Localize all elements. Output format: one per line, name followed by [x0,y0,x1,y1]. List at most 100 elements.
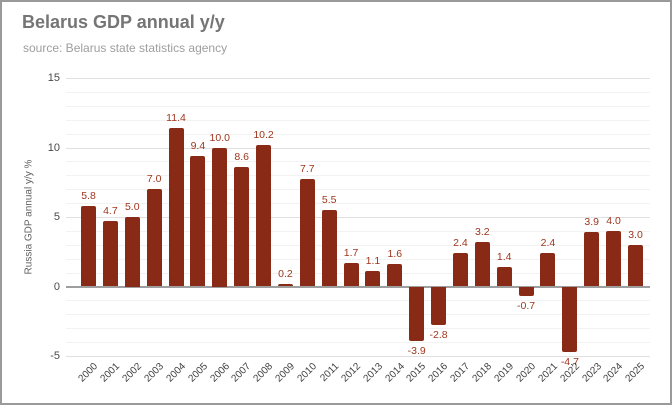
y-tick-label: 15 [47,72,60,84]
x-axis-label-2023: 2023 [580,361,604,385]
x-axis-label-2012: 2012 [339,361,363,385]
bar-2012 [343,262,359,287]
x-axis-label-2024: 2024 [601,361,626,385]
minor-gridline [66,300,650,302]
bar-value-label: 7.7 [299,163,315,176]
bar-2009 [277,283,293,287]
minor-gridline [66,203,650,205]
minor-gridline [66,314,650,316]
bar-2000 [81,205,96,287]
minor-gridline [66,133,650,135]
x-axis-label-2016: 2016 [426,361,451,385]
bar-value-label: 8.6 [234,150,249,163]
chart-title: Belarus GDP annual y/y [22,12,225,32]
bar-2015 [409,286,425,341]
x-axis-label-2025: 2025 [623,361,648,385]
bar-2005 [190,155,206,287]
bar-value-label: 10.0 [209,131,230,144]
minor-gridline [66,342,650,344]
bar-2001 [102,221,118,287]
bar-value-label: 4.7 [103,205,118,218]
bar-value-label: 4.0 [606,214,621,227]
bar-value-label: 1.4 [496,251,512,264]
bar-2013 [365,271,381,287]
x-axis-label-2020: 2020 [514,361,538,385]
x-axis-label-2001: 2001 [98,361,123,385]
minor-gridline [66,244,650,246]
bar-value-label: 0.2 [278,267,293,280]
major-gridline [66,147,650,149]
x-axis-label-2002: 2002 [120,361,145,385]
minor-gridline [66,91,650,93]
major-gridline [66,78,650,79]
chart-subtitle: source: Belarus state statistics agency [23,41,228,55]
x-axis-label-2019: 2019 [492,361,517,385]
x-axis-label-2021: 2021 [536,361,560,385]
bar-value-label: 9.4 [190,139,206,152]
minor-gridline [66,161,650,163]
bar-value-label: 5.8 [81,189,96,202]
x-axis-label-2013: 2013 [361,361,385,385]
x-axis-label-2011: 2011 [317,361,341,384]
bar-value-label: 1.6 [387,248,403,261]
y-tick-label: 0 [53,280,60,293]
x-axis-label-2006: 2006 [208,361,232,385]
bar-value-label: -4.7 [560,355,579,368]
bar-value-label: 1.7 [343,246,359,259]
minor-gridline [66,175,650,177]
bar-2016 [431,286,447,326]
minor-gridline [66,258,650,260]
bar-value-label: 11.4 [166,112,186,125]
bar-value-label: 3.0 [628,228,643,241]
y-tick-label: 5 [53,211,60,223]
bar-2011 [321,210,337,287]
minor-gridline [66,230,650,232]
minor-gridline [66,328,650,330]
bar-2018 [474,242,490,287]
bar-2024 [606,230,622,287]
bar-value-label: 3.2 [475,226,490,239]
bar-value-label: 1.1 [365,255,381,268]
x-axis-label-2008: 2008 [251,361,276,385]
bar-2023 [584,232,600,287]
minor-gridline [66,189,650,191]
x-axis-label-2018: 2018 [470,361,495,385]
bar-2007 [234,166,250,287]
bar-2008 [256,144,272,287]
bar-2014 [387,264,403,287]
bar-value-label: -0.7 [517,300,536,313]
bar-value-label: 2.4 [453,237,468,250]
bar-value-label: 10.2 [253,128,274,141]
x-axis-label-2014: 2014 [383,361,407,385]
bar-2004 [168,128,184,287]
x-axis-label-2004: 2004 [164,361,188,385]
bar-value-label: 7.0 [146,173,162,186]
minor-gridline [66,119,650,121]
x-axis-label-2010: 2010 [295,361,320,385]
x-axis-label-2009: 2009 [273,361,298,385]
bar-value-label: 5.5 [321,194,337,207]
bar-value-label: 2.4 [540,237,556,250]
x-axis-label-2000: 2000 [76,361,101,385]
x-axis-label-2005: 2005 [186,361,210,385]
bar-2020 [518,286,534,297]
y-tick-label: 10 [47,141,60,154]
bar-2022 [562,286,578,352]
bar-2010 [299,179,315,287]
bar-2003 [146,189,162,287]
bar-2017 [452,253,468,287]
major-gridline [66,356,650,357]
zero-baseline [66,285,650,288]
bar-2019 [496,267,512,287]
x-axis-label-2003: 2003 [142,361,166,385]
bar-value-label: -2.8 [429,329,448,342]
y-tick-label: -5 [50,350,60,362]
minor-gridline [66,105,650,107]
x-axis-label-2015: 2015 [404,361,429,385]
bar-2002 [124,217,140,287]
bar-value-label: 5.0 [124,201,140,213]
x-axis-label-2017: 2017 [448,361,473,385]
bar-2006 [212,147,228,287]
major-gridline [66,217,650,218]
